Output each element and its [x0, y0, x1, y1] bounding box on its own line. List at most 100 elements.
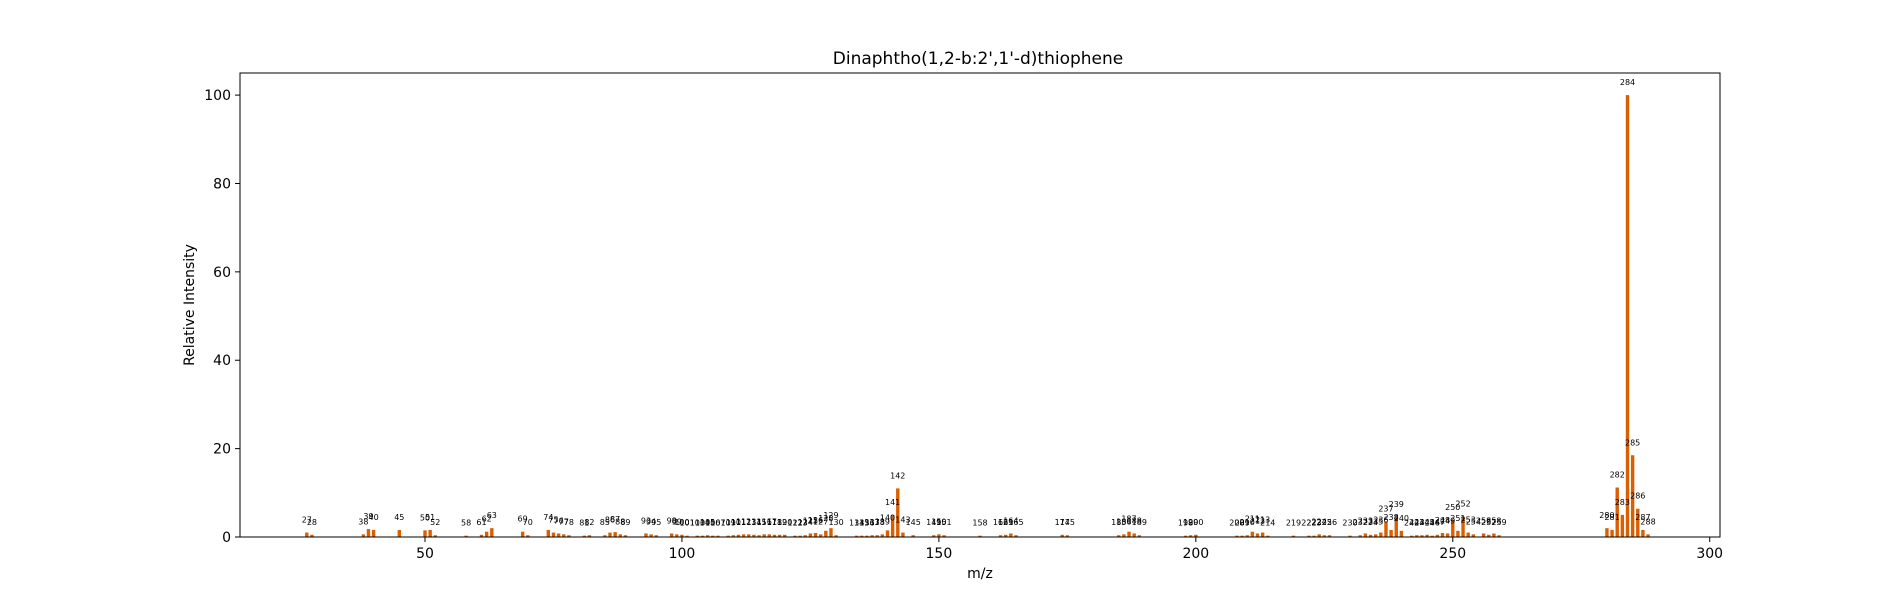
- peak-label-40: 40: [369, 513, 379, 522]
- peak-bar-145: [911, 535, 915, 537]
- peak-bar-189: [1137, 535, 1142, 537]
- peak-label-117: 117: [762, 517, 777, 526]
- peak-label-62: 62: [482, 515, 492, 524]
- peak-label-127: 127: [813, 517, 828, 526]
- peak-bar-188: [1132, 533, 1136, 537]
- peak-bar-240: [1399, 530, 1404, 537]
- peak-bar-103: [695, 535, 700, 537]
- peak-bar-100: [680, 534, 684, 537]
- peak-label-113: 113: [741, 517, 756, 526]
- peak-bar-141: [890, 514, 895, 537]
- peak-label-94: 94: [646, 517, 656, 526]
- y-tick-label: 60: [213, 265, 231, 281]
- peak-bar-162: [998, 535, 1003, 537]
- peak-label-256: 256: [1476, 516, 1491, 525]
- peak-label-234: 234: [1363, 518, 1378, 527]
- peak-bar-129: [829, 528, 833, 537]
- peak-bar-119: [777, 534, 782, 537]
- peak-label-251: 251: [1450, 514, 1465, 523]
- peak-bar-75: [551, 532, 556, 537]
- peak-label-164: 164: [1003, 516, 1018, 525]
- peak-label-285: 285: [1625, 438, 1640, 447]
- peak-bar-111: [736, 534, 741, 537]
- peak-bar-158: [978, 535, 982, 537]
- peak-bar-235: [1373, 534, 1378, 537]
- peak-bar-208: [1235, 535, 1239, 537]
- peak-bar-63: [490, 528, 494, 537]
- peak-label-125: 125: [803, 516, 818, 525]
- peak-bar-38: [361, 534, 366, 537]
- peak-bar-52: [433, 535, 437, 537]
- peak-bar-282: [1615, 487, 1619, 537]
- peak-label-259: 259: [1491, 518, 1506, 527]
- peak-bar-187: [1127, 531, 1131, 537]
- peak-label-63: 63: [487, 511, 497, 520]
- peak-label-98: 98: [667, 516, 677, 525]
- peak-bar-238: [1389, 529, 1393, 537]
- peak-bar-213: [1260, 532, 1265, 537]
- peak-label-235: 235: [1368, 517, 1383, 526]
- peak-bar-175: [1065, 535, 1070, 537]
- peak-bar-107: [716, 535, 720, 537]
- peak-label-142: 142: [890, 471, 905, 480]
- peak-label-78: 78: [564, 518, 574, 527]
- peak-bar-150: [937, 534, 941, 537]
- peak-label-110: 110: [726, 518, 741, 527]
- peak-bar-163: [1003, 534, 1008, 537]
- y-axis-label: Relative Intensity: [182, 244, 198, 366]
- peak-label-210: 210: [1240, 518, 1255, 527]
- peak-bar-232: [1358, 535, 1362, 537]
- peak-label-238: 238: [1383, 513, 1398, 522]
- peak-bar-104: [700, 535, 705, 537]
- peak-label-120: 120: [777, 518, 792, 527]
- peak-bar-245: [1425, 534, 1429, 537]
- peak-label-123: 123: [792, 519, 807, 528]
- peak-bar-223: [1312, 535, 1316, 537]
- peak-label-101: 101: [679, 519, 694, 528]
- peak-bar-239: [1394, 517, 1398, 537]
- peak-label-129: 129: [823, 511, 838, 520]
- peak-bar-74: [546, 529, 551, 537]
- peak-bar-126: [813, 533, 818, 537]
- peak-label-250: 250: [1445, 503, 1460, 512]
- peak-bar-122: [793, 535, 797, 537]
- peak-bar-78: [567, 535, 571, 537]
- peak-bar-114: [752, 534, 756, 537]
- peak-label-224: 224: [1312, 517, 1327, 526]
- peak-label-211: 211: [1245, 515, 1260, 524]
- peak-bar-134: [854, 535, 859, 537]
- peak-bar-99: [675, 534, 679, 537]
- peak-label-138: 138: [870, 518, 885, 527]
- peak-bar-28: [310, 534, 314, 537]
- peak-bar-230: [1348, 535, 1352, 537]
- peak-bar-77: [562, 534, 566, 537]
- peak-bar-110: [731, 535, 736, 537]
- peak-bar-128: [824, 530, 828, 537]
- peak-bar-139: [880, 534, 885, 537]
- peak-bar-248: [1440, 533, 1445, 537]
- peak-label-283: 283: [1615, 498, 1630, 507]
- peak-bar-51: [428, 529, 432, 537]
- peak-bar-287: [1641, 529, 1645, 537]
- peak-label-86: 86: [605, 516, 615, 525]
- peak-label-77: 77: [559, 517, 569, 526]
- peak-label-287: 287: [1635, 513, 1650, 522]
- peak-bar-234: [1368, 534, 1373, 537]
- peak-bar-253: [1466, 532, 1470, 537]
- peak-label-213: 213: [1255, 516, 1270, 525]
- peak-label-175: 175: [1060, 518, 1075, 527]
- peak-bar-249: [1445, 533, 1450, 537]
- x-tick-label: 50: [416, 546, 434, 562]
- peak-label-76: 76: [554, 516, 564, 525]
- peak-label-158: 158: [972, 519, 987, 528]
- peak-bar-117: [767, 534, 772, 537]
- peak-label-106: 106: [705, 519, 720, 528]
- peak-bar-284: [1625, 95, 1630, 537]
- peak-bar-198: [1183, 535, 1188, 537]
- peak-label-253: 253: [1461, 516, 1476, 525]
- peak-bar-142: [896, 488, 900, 537]
- peak-label-141: 141: [885, 498, 900, 507]
- peak-bar-76: [556, 533, 561, 537]
- peak-label-282: 282: [1610, 471, 1625, 480]
- peak-bar-174: [1060, 534, 1064, 537]
